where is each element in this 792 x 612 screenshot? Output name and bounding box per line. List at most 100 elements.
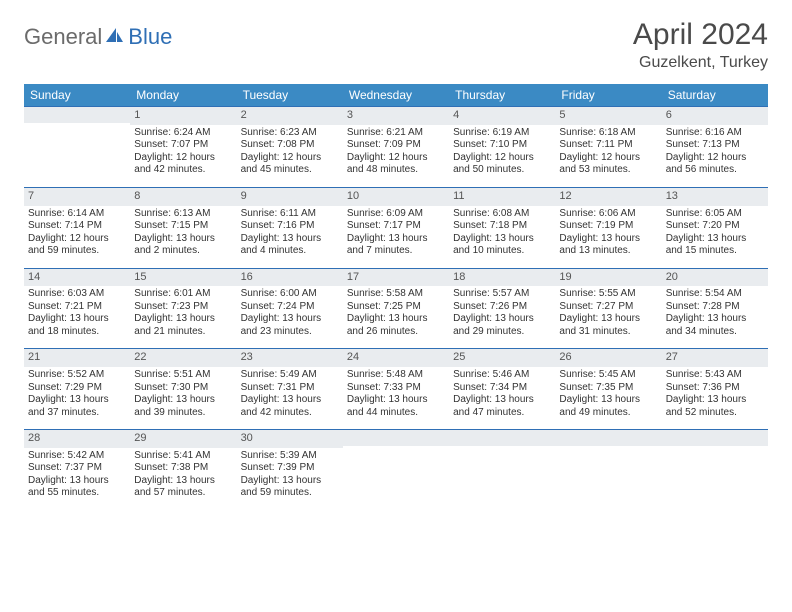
day-number: 18 — [449, 269, 555, 287]
calendar-day-cell: 1Sunrise: 6:24 AMSunset: 7:07 PMDaylight… — [130, 107, 236, 188]
day-number: 12 — [555, 188, 661, 206]
day-content: Sunrise: 6:08 AMSunset: 7:18 PMDaylight:… — [449, 206, 555, 268]
calendar-day-cell: 4Sunrise: 6:19 AMSunset: 7:10 PMDaylight… — [449, 107, 555, 188]
sunrise-text: Sunrise: 5:57 AM — [453, 288, 551, 301]
weekday-header: Friday — [555, 84, 661, 107]
sunset-text: Sunset: 7:18 PM — [453, 220, 551, 233]
sunrise-text: Sunrise: 5:39 AM — [241, 450, 339, 463]
calendar-day-cell: 15Sunrise: 6:01 AMSunset: 7:23 PMDayligh… — [130, 268, 236, 349]
sunrise-text: Sunrise: 5:51 AM — [134, 369, 232, 382]
daylight-text: Daylight: 13 hours and 2 minutes. — [134, 233, 232, 258]
calendar-day-cell: 20Sunrise: 5:54 AMSunset: 7:28 PMDayligh… — [662, 268, 768, 349]
sunset-text: Sunset: 7:07 PM — [134, 139, 232, 152]
day-number: 5 — [555, 107, 661, 125]
sunset-text: Sunset: 7:14 PM — [28, 220, 126, 233]
sunrise-text: Sunrise: 5:48 AM — [347, 369, 445, 382]
calendar-head: Sunday Monday Tuesday Wednesday Thursday… — [24, 84, 768, 107]
day-content: Sunrise: 5:57 AMSunset: 7:26 PMDaylight:… — [449, 286, 555, 348]
calendar-day-cell: 24Sunrise: 5:48 AMSunset: 7:33 PMDayligh… — [343, 349, 449, 430]
sunrise-text: Sunrise: 6:16 AM — [666, 127, 764, 140]
day-content: Sunrise: 6:03 AMSunset: 7:21 PMDaylight:… — [24, 286, 130, 348]
day-content: Sunrise: 6:18 AMSunset: 7:11 PMDaylight:… — [555, 125, 661, 187]
title-block: April 2024 Guzelkent, Turkey — [633, 18, 768, 72]
sunset-text: Sunset: 7:28 PM — [666, 301, 764, 314]
sunset-text: Sunset: 7:30 PM — [134, 382, 232, 395]
calendar-day-cell: 12Sunrise: 6:06 AMSunset: 7:19 PMDayligh… — [555, 187, 661, 268]
sunset-text: Sunset: 7:33 PM — [347, 382, 445, 395]
calendar-table: Sunday Monday Tuesday Wednesday Thursday… — [24, 84, 768, 510]
calendar-day-cell: 9Sunrise: 6:11 AMSunset: 7:16 PMDaylight… — [237, 187, 343, 268]
day-number — [343, 430, 449, 446]
calendar-day-cell: 3Sunrise: 6:21 AMSunset: 7:09 PMDaylight… — [343, 107, 449, 188]
day-number: 26 — [555, 349, 661, 367]
calendar-day-cell: 5Sunrise: 6:18 AMSunset: 7:11 PMDaylight… — [555, 107, 661, 188]
day-number: 4 — [449, 107, 555, 125]
sunset-text: Sunset: 7:25 PM — [347, 301, 445, 314]
logo: General Blue — [24, 24, 172, 50]
sunset-text: Sunset: 7:10 PM — [453, 139, 551, 152]
day-content — [24, 123, 130, 185]
sunset-text: Sunset: 7:23 PM — [134, 301, 232, 314]
sunset-text: Sunset: 7:09 PM — [347, 139, 445, 152]
daylight-text: Daylight: 12 hours and 45 minutes. — [241, 152, 339, 177]
day-content: Sunrise: 5:55 AMSunset: 7:27 PMDaylight:… — [555, 286, 661, 348]
calendar-week-row: 21Sunrise: 5:52 AMSunset: 7:29 PMDayligh… — [24, 349, 768, 430]
day-content: Sunrise: 5:42 AMSunset: 7:37 PMDaylight:… — [24, 448, 130, 510]
sunset-text: Sunset: 7:17 PM — [347, 220, 445, 233]
day-number: 16 — [237, 269, 343, 287]
month-title: April 2024 — [633, 18, 768, 52]
day-content: Sunrise: 5:48 AMSunset: 7:33 PMDaylight:… — [343, 367, 449, 429]
daylight-text: Daylight: 13 hours and 52 minutes. — [666, 394, 764, 419]
sunset-text: Sunset: 7:37 PM — [28, 462, 126, 475]
calendar-day-cell: 2Sunrise: 6:23 AMSunset: 7:08 PMDaylight… — [237, 107, 343, 188]
day-number: 29 — [130, 430, 236, 448]
daylight-text: Daylight: 13 hours and 31 minutes. — [559, 313, 657, 338]
day-number: 20 — [662, 269, 768, 287]
calendar-day-cell: 26Sunrise: 5:45 AMSunset: 7:35 PMDayligh… — [555, 349, 661, 430]
daylight-text: Daylight: 13 hours and 13 minutes. — [559, 233, 657, 258]
day-number: 9 — [237, 188, 343, 206]
day-number: 21 — [24, 349, 130, 367]
weekday-header: Tuesday — [237, 84, 343, 107]
calendar-day-cell: 27Sunrise: 5:43 AMSunset: 7:36 PMDayligh… — [662, 349, 768, 430]
calendar-week-row: 14Sunrise: 6:03 AMSunset: 7:21 PMDayligh… — [24, 268, 768, 349]
calendar-day-cell: 29Sunrise: 5:41 AMSunset: 7:38 PMDayligh… — [130, 430, 236, 510]
day-content — [343, 446, 449, 508]
calendar-day-cell: 8Sunrise: 6:13 AMSunset: 7:15 PMDaylight… — [130, 187, 236, 268]
day-content: Sunrise: 6:23 AMSunset: 7:08 PMDaylight:… — [237, 125, 343, 187]
day-content: Sunrise: 6:09 AMSunset: 7:17 PMDaylight:… — [343, 206, 449, 268]
logo-text-blue: Blue — [128, 24, 172, 50]
calendar-day-cell: 6 Sunrise: 6:16 AMSunset: 7:13 PMDaylight… — [662, 107, 768, 188]
sunrise-text: Sunrise: 6:13 AM — [134, 208, 232, 221]
day-number: 11 — [449, 188, 555, 206]
daylight-text: Daylight: 13 hours and 59 minutes. — [241, 475, 339, 500]
day-number: 28 — [24, 430, 130, 448]
sunset-text: Sunset: 7:19 PM — [559, 220, 657, 233]
sunset-text: Sunset: 7:24 PM — [241, 301, 339, 314]
day-content: Sunrise: 6:05 AMSunset: 7:20 PMDaylight:… — [662, 206, 768, 268]
sunset-text: Sunset: 7:36 PM — [666, 382, 764, 395]
sunrise-text: Sunrise: 6:23 AM — [241, 127, 339, 140]
sunrise-text: Sunrise: 5:54 AM — [666, 288, 764, 301]
daylight-text: Daylight: 12 hours and 48 minutes. — [347, 152, 445, 177]
sunrise-text: Sunrise: 6:05 AM — [666, 208, 764, 221]
sunset-text: Sunset: 7:38 PM — [134, 462, 232, 475]
sunrise-text: Sunrise: 5:46 AM — [453, 369, 551, 382]
daylight-text: Daylight: 12 hours and 50 minutes. — [453, 152, 551, 177]
sunset-text: Sunset: 7:13 PM — [666, 139, 764, 152]
calendar-day-cell: 30Sunrise: 5:39 AMSunset: 7:39 PMDayligh… — [237, 430, 343, 510]
sunrise-text: Sunrise: 6:14 AM — [28, 208, 126, 221]
daylight-text: Daylight: 12 hours and 56 minutes. — [666, 152, 764, 177]
daylight-text: Daylight: 13 hours and 42 minutes. — [241, 394, 339, 419]
day-number — [449, 430, 555, 446]
day-number: 13 — [662, 188, 768, 206]
daylight-text: Daylight: 13 hours and 55 minutes. — [28, 475, 126, 500]
day-number — [555, 430, 661, 446]
sunrise-text: Sunrise: 5:42 AM — [28, 450, 126, 463]
daylight-text: Daylight: 13 hours and 49 minutes. — [559, 394, 657, 419]
sunset-text: Sunset: 7:16 PM — [241, 220, 339, 233]
day-number: 6 — [662, 107, 768, 125]
sunset-text: Sunset: 7:08 PM — [241, 139, 339, 152]
sunrise-text: Sunrise: 5:43 AM — [666, 369, 764, 382]
daylight-text: Daylight: 13 hours and 7 minutes. — [347, 233, 445, 258]
